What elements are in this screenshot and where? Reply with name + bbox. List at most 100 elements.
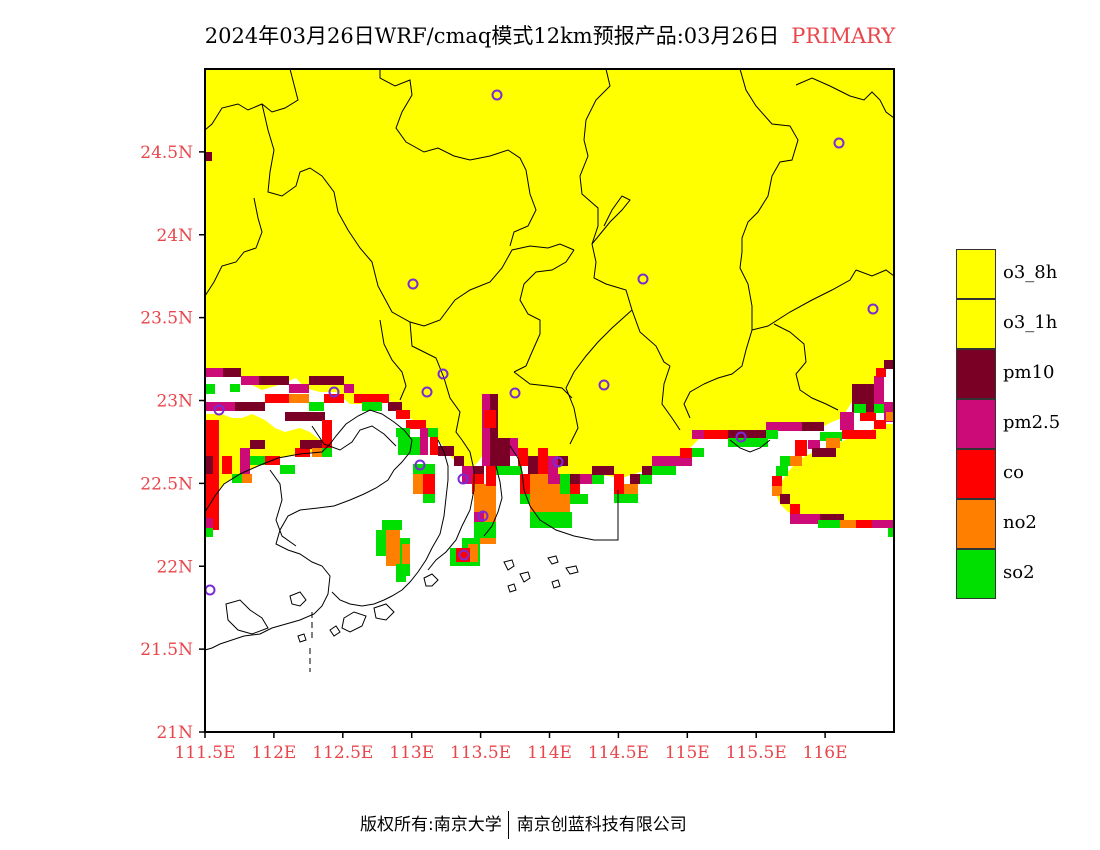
- island-outline: [289, 591, 307, 607]
- cell-pm25: [808, 440, 820, 449]
- boundary-line: [565, 309, 633, 445]
- cell-no2: [242, 474, 252, 483]
- cell-pm10: [250, 440, 265, 449]
- cell-co: [324, 394, 344, 403]
- land-main: [205, 69, 894, 488]
- boundary-line: [773, 323, 839, 411]
- lat-tick-label: 24.5N: [140, 143, 193, 163]
- legend-swatch: [956, 299, 996, 349]
- cell-pm10: [630, 474, 642, 484]
- station-marker: [637, 273, 649, 285]
- coastline: [729, 439, 771, 453]
- lon-tick-label: 114E: [527, 743, 572, 763]
- boundary-line: [751, 269, 857, 331]
- cell-no2: [386, 530, 400, 566]
- station-marker: [735, 431, 747, 443]
- boundary-line: [661, 365, 681, 431]
- station-marker: [458, 549, 470, 561]
- station-marker: [213, 404, 225, 416]
- station-markers: [204, 89, 879, 596]
- legend-label: so2: [1003, 562, 1035, 583]
- cell-pm10: [285, 412, 325, 421]
- cell-so2: [624, 494, 638, 503]
- station-marker: [328, 386, 340, 398]
- cell-co: [396, 410, 410, 419]
- cell-pm25: [510, 438, 518, 456]
- cell-no2: [826, 438, 840, 448]
- cell-so2: [854, 404, 866, 413]
- cell-co: [856, 520, 872, 528]
- cell-co: [704, 430, 728, 439]
- cell-so2: [530, 512, 572, 528]
- station-marker: [414, 459, 426, 471]
- cell-co: [520, 474, 530, 494]
- cell-pm25: [240, 448, 250, 474]
- island-outline: [297, 633, 307, 643]
- island-outline: [423, 573, 439, 587]
- legend-swatch: [956, 349, 996, 399]
- cell-so2: [280, 465, 295, 474]
- legend-label: co: [1003, 462, 1024, 483]
- cell-pm10: [300, 440, 322, 449]
- cell-so2: [396, 564, 406, 582]
- station-marker: [833, 137, 845, 149]
- coastline: [483, 465, 503, 537]
- island-outline: [373, 603, 395, 621]
- inner-boundary: [269, 469, 297, 547]
- cell-so2: [423, 494, 435, 503]
- cell-co: [486, 466, 496, 486]
- cell-pm25: [344, 384, 354, 393]
- lon-tick-label: 116E: [803, 743, 848, 763]
- cell-pm10: [780, 494, 790, 504]
- cell-co: [860, 412, 876, 421]
- cell-pm10: [570, 474, 580, 484]
- cell-no2: [790, 456, 802, 466]
- sea-boundary: [309, 612, 313, 672]
- coastline: [331, 439, 449, 607]
- cell-so2: [362, 402, 382, 411]
- coastline: [204, 409, 413, 651]
- cell-so2: [230, 384, 240, 392]
- station-marker: [407, 278, 419, 290]
- lat-tick-label: 24N: [156, 226, 193, 246]
- cell-co: [842, 430, 876, 439]
- cell-co: [790, 504, 800, 514]
- island-outline: [565, 565, 579, 575]
- cell-co: [614, 474, 624, 494]
- longitude-axis: 111.5E 112E 112.5E 113E 113.5E 114E 114.5E 115E…: [174, 732, 848, 763]
- boundary-line: [703, 68, 799, 385]
- station-marker: [457, 473, 469, 485]
- cell-pm25: [289, 384, 309, 393]
- cell-pm10: [592, 466, 614, 475]
- station-marker: [477, 510, 489, 522]
- cell-so2: [614, 494, 624, 503]
- boundary-line: [855, 269, 895, 277]
- island-outline: [507, 583, 517, 593]
- lon-tick-label: 112.5E: [312, 743, 373, 763]
- cell-pm25: [482, 394, 490, 466]
- cell-pm10: [205, 152, 212, 161]
- cell-co: [423, 474, 435, 494]
- lat-tick-label: 21.5N: [140, 640, 193, 660]
- cell-pm10: [474, 466, 484, 475]
- cell-so2: [560, 474, 570, 494]
- cell-no2: [402, 544, 410, 564]
- boundary-line: [513, 249, 575, 373]
- cell-pm10: [205, 456, 213, 474]
- cell-so2: [398, 437, 420, 455]
- legend-swatch: [956, 449, 996, 499]
- cell-so2: [640, 474, 652, 484]
- cell-so2: [570, 494, 588, 504]
- legend-swatch: [956, 499, 996, 549]
- boundary-line: [204, 197, 263, 297]
- cell-no2: [840, 520, 856, 528]
- copyright-separator: [507, 811, 509, 839]
- station-marker: [437, 368, 449, 380]
- cell-co: [772, 476, 782, 486]
- lon-tick-label: 112E: [251, 743, 296, 763]
- cell-pm10: [259, 376, 289, 385]
- cell-so2: [250, 456, 265, 465]
- cell-co: [874, 420, 886, 429]
- island-outline: [547, 555, 559, 565]
